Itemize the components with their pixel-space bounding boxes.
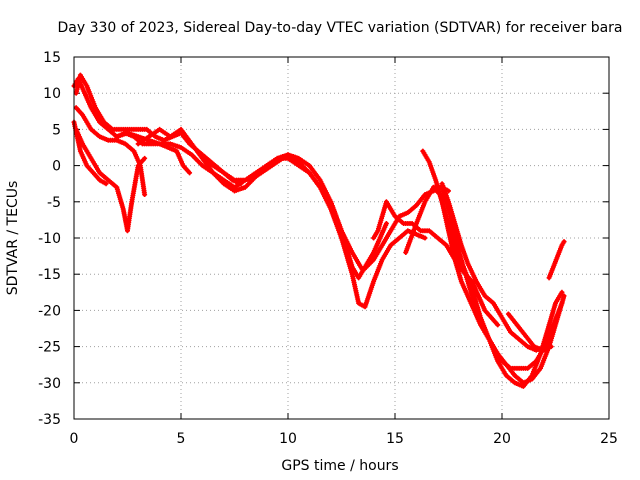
data-point: [422, 235, 428, 241]
y-tick-label: 10: [43, 86, 61, 102]
y-tick-label: -35: [38, 412, 61, 428]
series-arc-14: [505, 311, 554, 353]
data-point: [548, 344, 554, 350]
y-tick-label: -25: [38, 340, 61, 356]
x-axis-label: GPS time / hours: [281, 458, 398, 474]
series-arc-2: [73, 126, 148, 234]
series-arc-8: [199, 152, 451, 274]
y-tick-label: 15: [43, 50, 61, 66]
data-point: [561, 293, 567, 299]
x-tick-label: 5: [177, 431, 186, 447]
x-tick-label: 10: [279, 431, 297, 447]
y-tick-label: -30: [38, 376, 61, 392]
data-point: [187, 170, 193, 176]
y-tick-label: 5: [52, 122, 61, 138]
series-arc-11: [420, 148, 567, 386]
y-tick-label: -15: [38, 267, 61, 283]
series-trace: [200, 152, 451, 273]
data-point: [559, 289, 565, 295]
series-trace: [403, 185, 564, 371]
x-tick-label: 20: [493, 431, 511, 447]
series-arc-10: [403, 184, 565, 371]
y-axis-label: SDTVAR / TECUs: [5, 181, 21, 296]
series-arc-7: [135, 126, 428, 310]
series-arc-12: [431, 184, 501, 328]
y-tick-label: -20: [38, 303, 61, 319]
chart-title: Day 330 of 2023, Sidereal Day-to-day VTE…: [57, 20, 622, 36]
data-point: [446, 188, 451, 194]
x-tick-label: 25: [600, 431, 618, 447]
data-points: [71, 72, 567, 389]
data-point: [142, 192, 148, 198]
grid: [74, 57, 609, 419]
x-tick-label: 0: [70, 431, 79, 447]
data-point: [142, 155, 148, 161]
y-tick-label: -5: [47, 195, 61, 211]
data-point: [383, 221, 389, 227]
series-arc-3: [73, 105, 148, 198]
series-arc-15: [546, 239, 567, 281]
data-point: [103, 181, 109, 187]
data-point: [561, 239, 567, 245]
y-tick-label: 0: [52, 159, 61, 175]
data-point: [495, 322, 501, 328]
plot-frame: [73, 56, 610, 420]
x-tick-label: 15: [386, 431, 404, 447]
y-tick-label: -10: [38, 231, 61, 247]
tick-labels: 0 5 10 15 20 25 -35 -30 -25 -20 -15 -10 -5 0 5 10 15: [38, 50, 618, 447]
